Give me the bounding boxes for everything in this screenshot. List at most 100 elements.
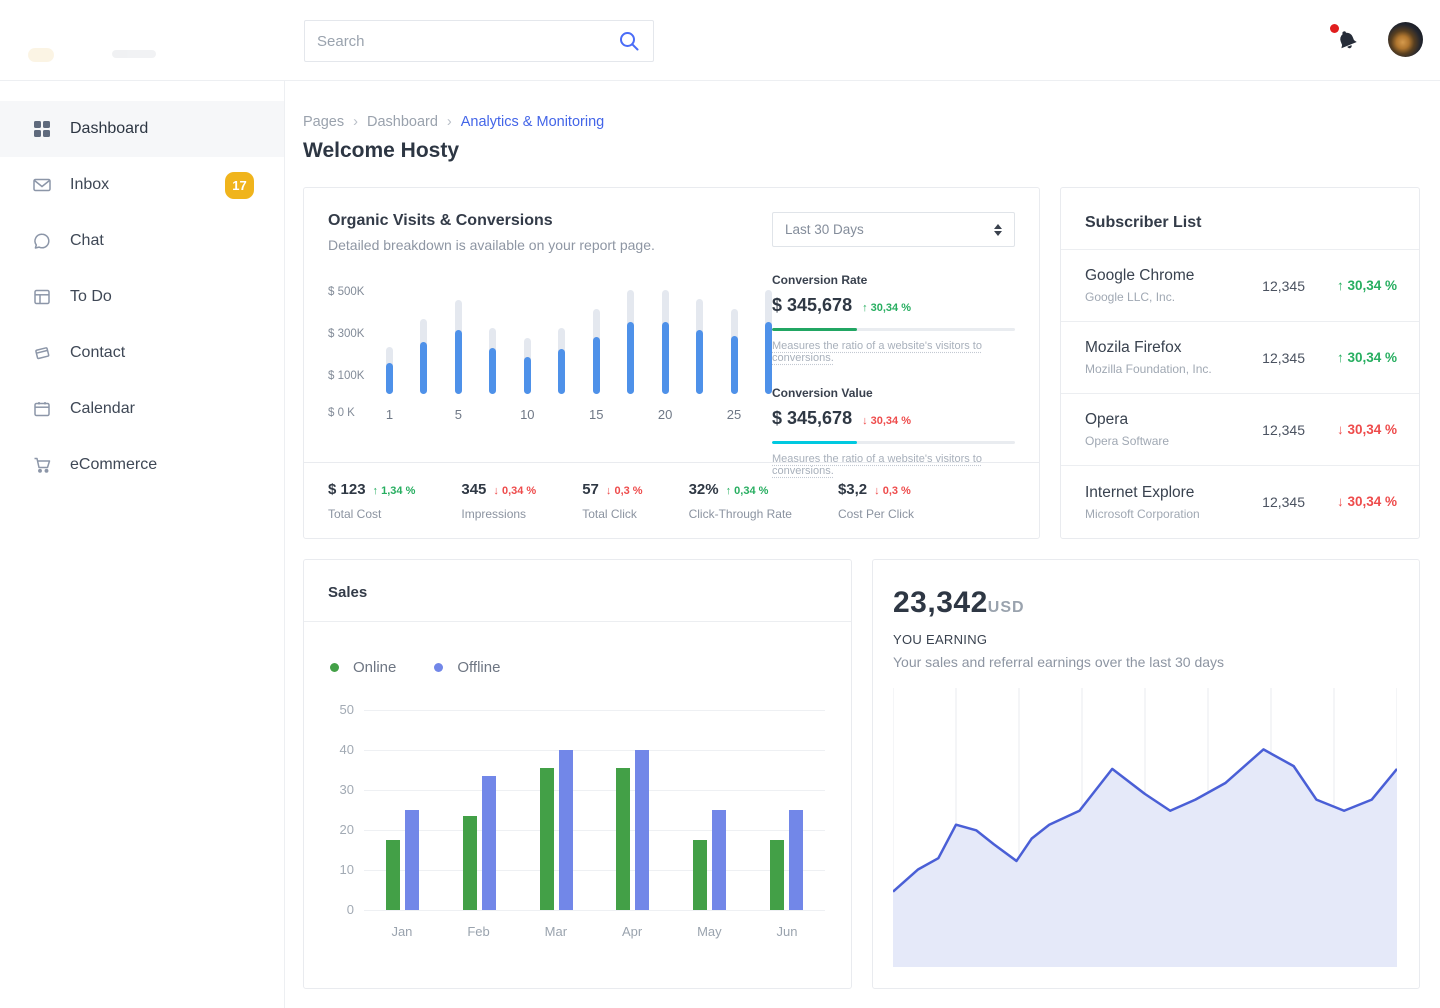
legend-dot-icon: [434, 663, 444, 672]
bar-online: [770, 840, 785, 910]
footer-stat-ctr: 32% ↑ 0,34 % Click-Through Rate: [689, 481, 792, 538]
earning-description: Your sales and referral earnings over th…: [893, 654, 1225, 670]
bell-icon: [1340, 31, 1357, 49]
y-tick-label: $ 0 K: [328, 407, 355, 419]
stat-delta: ↓ 30,34 %: [862, 415, 911, 427]
page-title: Welcome Hosty: [303, 139, 459, 162]
breadcrumb-analytics[interactable]: Analytics & Monitoring: [460, 114, 605, 130]
footer-stat-total-click: 57 ↓ 0,3 % Total Click: [582, 481, 642, 538]
x-tick-label: 5: [454, 407, 463, 422]
y-tick-label: $ 100K: [328, 370, 365, 382]
x-tick-label: [696, 407, 703, 422]
organic-visits-card: Organic Visits & Conversions Detailed br…: [303, 187, 1040, 539]
bar-group: [539, 750, 573, 910]
todo-layout-icon: [34, 289, 50, 305]
stat-delta: ↓ 0,34 %: [493, 485, 537, 497]
subscriber-delta: ↓ 30,34 %: [1336, 421, 1397, 437]
subscriber-delta: ↑ 30,34 %: [1336, 349, 1397, 365]
bar-fill: [523, 356, 531, 394]
organic-bar: [420, 290, 428, 394]
subscriber-delta: ↑ 30,34 %: [1336, 277, 1397, 293]
bar-fill: [592, 336, 600, 394]
date-range-select[interactable]: Last 30 Days: [772, 212, 1015, 247]
bar-fill: [454, 329, 462, 394]
organic-bar: [454, 290, 462, 394]
x-tick-label: 15: [588, 407, 604, 422]
sidebar-item-todo[interactable]: To Do: [0, 269, 284, 325]
subscriber-name: Opera: [1085, 411, 1129, 428]
bar-online: [462, 816, 477, 910]
progress-track: [772, 441, 1015, 444]
subscriber-row-ie: Internet Explore Microsoft Corporation 1…: [1061, 466, 1419, 538]
card-title: Sales: [328, 584, 368, 601]
organic-bar: [489, 290, 497, 394]
bar-fill: [386, 362, 393, 394]
x-tick-label: Mar: [544, 924, 568, 939]
search-box: [304, 20, 654, 62]
stat-value: $ 123: [328, 481, 366, 498]
subscriber-name: Internet Explore: [1085, 483, 1195, 501]
sidebar-item-inbox[interactable]: Inbox 17: [0, 157, 284, 213]
stat-description: Measures the ratio of a website's visito…: [772, 340, 982, 364]
sidebar-item-calendar[interactable]: Calendar: [0, 381, 284, 437]
breadcrumb-dashboard[interactable]: Dashboard: [366, 114, 438, 130]
footer-stat-total-cost: $ 123 ↑ 1,34 % Total Cost: [328, 481, 415, 538]
organic-bar: [523, 290, 531, 394]
breadcrumb-pages[interactable]: Pages: [303, 114, 345, 130]
subscriber-name: Mozila Firefox: [1085, 339, 1182, 356]
sidebar-item-chat[interactable]: Chat: [0, 213, 284, 269]
bar-online: [616, 768, 631, 910]
sidebar-item-ecommerce[interactable]: eCommerce: [0, 437, 284, 493]
chat-bubble-icon: [34, 233, 50, 249]
x-tick-label: Apr: [621, 924, 643, 939]
user-avatar[interactable]: [1388, 22, 1423, 57]
bar-offline: [635, 750, 650, 910]
progress-track: [772, 328, 1015, 331]
bar-fill: [558, 349, 566, 394]
subscriber-count: 12,345: [1262, 277, 1305, 294]
y-tick-label: 0: [346, 902, 354, 917]
earning-area-svg: [893, 688, 1397, 967]
card-title: Subscriber List: [1085, 214, 1202, 231]
sales-plot: [364, 710, 825, 910]
subscriber-count: 12,345: [1262, 494, 1305, 510]
sidebar-item-dashboard[interactable]: Dashboard: [0, 101, 284, 157]
calendar-icon: [34, 402, 50, 417]
bar-online: [539, 768, 554, 910]
select-arrows-icon: [994, 223, 1002, 236]
subscriber-count: 12,345: [1262, 421, 1305, 438]
bar-offline: [789, 810, 804, 910]
stat-label: Impressions: [461, 507, 527, 521]
x-tick-label: [627, 407, 634, 422]
organic-y-axis: $ 500K $ 300K $ 100K $ 0 K: [328, 286, 380, 499]
earning-area-chart: [893, 688, 1397, 967]
subscriber-row-firefox: Mozila Firefox Mozilla Foundation, Inc. …: [1061, 322, 1419, 394]
stat-label: Conversion Value: [772, 386, 873, 400]
area-line: [893, 749, 1397, 891]
inbox-badge: 17: [225, 171, 254, 199]
subscriber-delta: ↓ 30,34 %: [1336, 494, 1397, 509]
bar-offline: [481, 776, 496, 910]
search-icon[interactable]: [617, 29, 641, 53]
stat-delta: ↓ 0,3 %: [605, 485, 643, 497]
search-input[interactable]: [317, 32, 617, 50]
sidebar-item-label: eCommerce: [70, 456, 158, 473]
y-tick-label: 10: [339, 862, 354, 877]
legend-online: Online: [330, 659, 396, 676]
subscriber-name: Google Chrome: [1085, 267, 1195, 284]
notifications-button[interactable]: [1330, 22, 1362, 56]
organic-bar: [730, 290, 738, 394]
notification-dot: [1330, 24, 1339, 33]
bar-group: [770, 810, 804, 910]
organic-bar: [386, 290, 393, 394]
sidebar-item-contact[interactable]: Contact: [0, 325, 284, 381]
stat-value: 345: [461, 481, 487, 498]
earning-amount: 23,342: [893, 586, 988, 619]
x-tick-label: 20: [657, 407, 673, 422]
earning-card: 23,342 USD YOU EARNING Your sales and re…: [872, 559, 1420, 989]
earning-label: YOU EARNING: [893, 632, 988, 647]
stat-value: 57: [582, 481, 599, 498]
y-tick-label: 50: [339, 702, 354, 717]
bar-group: [385, 810, 419, 910]
